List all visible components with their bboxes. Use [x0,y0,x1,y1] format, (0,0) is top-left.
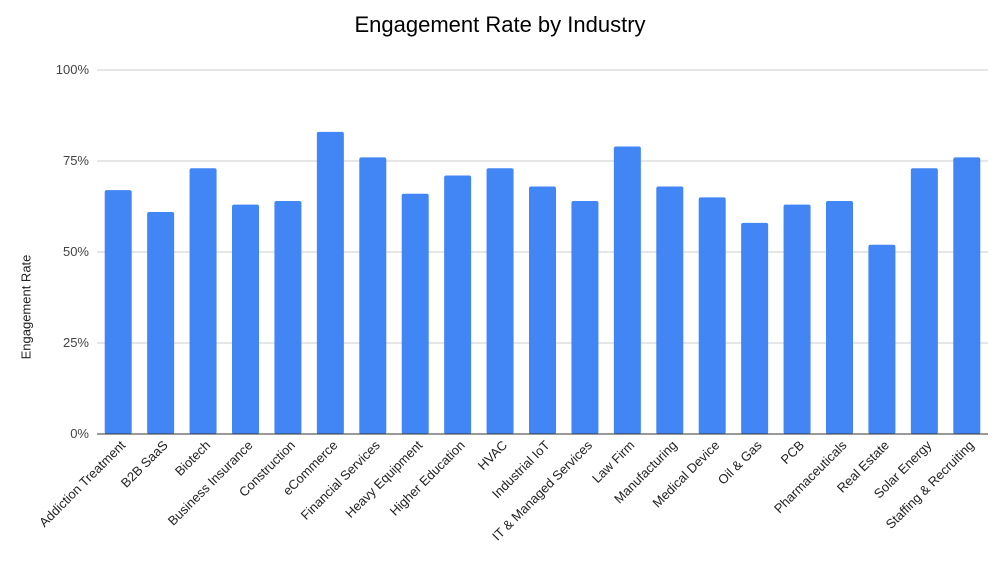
x-tick-label: Heavy Equipment [342,437,425,520]
x-tick-label: Oil & Gas [715,437,765,487]
x-tick-label: PCB [778,438,808,468]
x-tick-label: Biotech [172,438,213,479]
bar [783,204,811,434]
x-tick-label: Financial Services [298,437,384,523]
x-tick-label: Pharmaceuticals [771,437,850,516]
y-tick-labels: 0% 25% 50% 75% 100% [56,62,90,441]
bar [359,157,387,435]
bar [104,190,132,434]
x-tick-label: HVAC [475,438,510,473]
chart-title: Engagement Rate by Industry [354,12,646,37]
x-tick-label: Addiction Treatment [36,437,129,530]
bar [401,193,429,434]
bar [910,168,938,434]
bar [868,244,896,434]
x-tick-label: Higher Education [387,438,468,519]
y-tick-label: 25% [63,335,89,350]
bar [147,211,175,434]
y-tick-label: 0% [70,426,89,441]
bar [486,168,514,434]
bar [953,157,981,435]
bar [698,197,726,434]
bar [232,204,259,434]
bar [316,131,344,434]
x-tick-label: B2B SaaS [118,437,171,490]
y-tick-label: 50% [63,244,89,259]
bar [189,168,217,434]
bar [444,175,472,434]
bar [571,201,599,434]
y-tick-label: 75% [63,153,89,168]
y-tick-label: 100% [56,62,90,77]
bars [104,131,981,435]
bar [529,186,556,434]
bar [826,201,853,434]
bar [274,201,302,434]
bar [613,146,641,434]
bar [656,186,684,434]
bar [741,222,769,434]
